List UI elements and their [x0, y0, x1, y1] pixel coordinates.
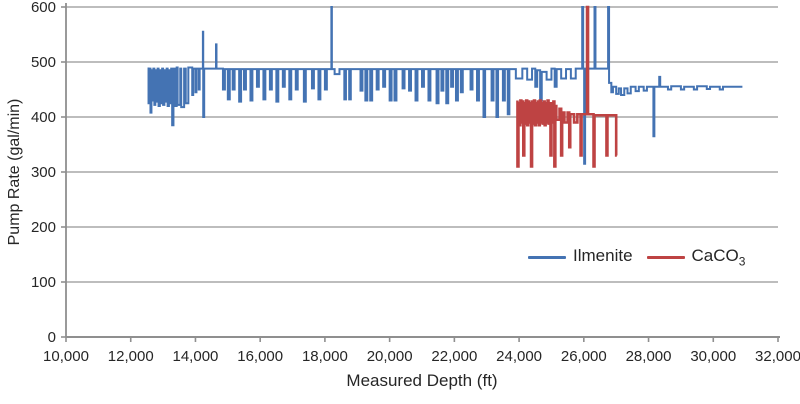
x-tick-label: 22,000	[431, 348, 477, 365]
x-axis-title: Measured Depth (ft)	[346, 371, 498, 390]
series-line-caco3	[516, 5, 618, 168]
legend-item-ilmenite: Ilmenite	[528, 246, 633, 268]
y-tick-label: 600	[31, 0, 56, 16]
x-tick-label: 24,000	[496, 348, 542, 365]
y-tick-label: 400	[31, 109, 56, 126]
x-tick-label: 16,000	[237, 348, 283, 365]
x-tick-label: 18,000	[302, 348, 348, 365]
x-tick-label: 14,000	[173, 348, 219, 365]
y-tick-label: 300	[31, 164, 56, 181]
legend: Ilmenite CaCO3	[528, 246, 745, 268]
y-tick-label: 100	[31, 274, 56, 291]
x-tick-label: 32,000	[755, 348, 800, 365]
x-tick-label: 12,000	[108, 348, 154, 365]
series-line-ilmenite	[147, 6, 743, 165]
legend-label-caco3: CaCO3	[691, 246, 746, 269]
x-tick-label: 30,000	[690, 348, 736, 365]
x-tick-label: 28,000	[626, 348, 672, 365]
x-tick-label: 20,000	[367, 348, 413, 365]
x-tick-label: 10,000	[43, 348, 89, 365]
y-tick-label: 500	[31, 54, 56, 71]
y-tick-label: 0	[48, 329, 56, 346]
legend-swatch-caco3-icon	[646, 255, 685, 259]
legend-item-caco3: CaCO3	[646, 246, 746, 269]
legend-label-ilmenite: Ilmenite	[573, 246, 633, 265]
legend-swatch-ilmenite-icon	[528, 255, 566, 259]
x-tick-label: 26,000	[561, 348, 607, 365]
y-axis-title: Pump Rate (gal/min)	[6, 98, 23, 246]
y-tick-label: 200	[31, 219, 56, 236]
